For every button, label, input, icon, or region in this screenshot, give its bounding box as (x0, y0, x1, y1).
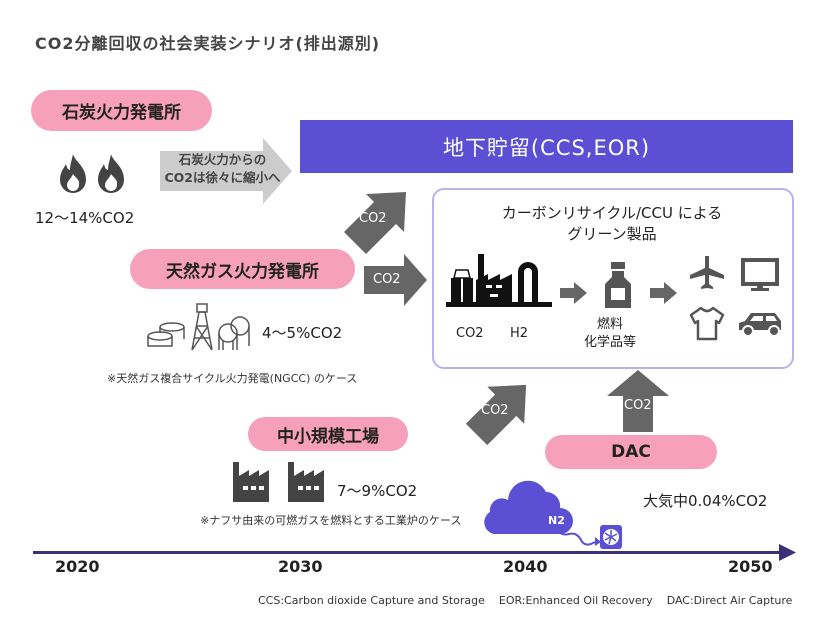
intermediate-line-2: 化学品等 (583, 335, 636, 350)
ccu-intermediate: 燃料 化学品等 (580, 316, 640, 352)
co2-arrow-label: CO2 (481, 403, 509, 418)
transition-note: 石炭火力からの CO2は徐々に縮小へ (160, 151, 285, 187)
arrow-right-icon (650, 282, 677, 304)
car-icon (739, 313, 781, 337)
intermediate-line-1: 燃料 (596, 317, 623, 332)
gas-concentration: 4〜5%CO2 (262, 324, 343, 342)
factory-icon (233, 462, 324, 502)
co2-arrow-to-ccu (364, 254, 427, 306)
page-title: CO2分離回収の社会実装シナリオ(排出源別) (35, 34, 381, 53)
timeline-axis (33, 544, 796, 561)
co2-arrow-label: CO2 (373, 272, 401, 287)
air-flow-arrow (556, 529, 601, 546)
factory-concentration: 7〜9%CO2 (337, 482, 418, 500)
ccu-input-co2: CO2 (456, 326, 484, 341)
transition-line-2: CO2は徐々に縮小へ (164, 170, 281, 185)
chemical-plant-icon (446, 254, 552, 307)
factory-label: 中小規模工場 (248, 417, 408, 451)
cloud-gas-n2: N2 (548, 514, 565, 527)
gas-note: ※天然ガス複合サイクル火力発電(NGCC) のケース (107, 372, 358, 385)
ccu-title-line-1: カーボンリサイクル/CCU による (501, 204, 723, 222)
airplane-icon (690, 256, 724, 289)
ccu-title: カーボンリサイクル/CCU による グリーン製品 (432, 203, 792, 245)
bottle-icon (605, 262, 631, 308)
year-2040: 2040 (503, 557, 548, 576)
flame-icon (60, 154, 124, 193)
coal-concentration: 12〜14%CO2 (35, 209, 135, 227)
glossary-eor: EOR:Enhanced Oil Recovery (498, 594, 653, 607)
gas-plant-label: 天然ガス火力発電所 (130, 249, 355, 289)
dac-label: DAC (545, 435, 717, 469)
gas-plant-icon (147, 303, 250, 351)
co2-arrow-to-storage (344, 192, 406, 254)
year-2030: 2030 (278, 557, 323, 576)
underground-storage-bar: 地下貯留(CCS,EOR) (300, 120, 793, 173)
coal-plant-label: 石炭火力発電所 (31, 90, 212, 131)
air-cloud-icon (484, 480, 573, 534)
cloud-gas-co2: CO2 (607, 514, 633, 527)
transition-line-1: 石炭火力からの (178, 152, 267, 167)
arrow-right-icon (560, 282, 587, 304)
co2-arrow-label: CO2 (624, 398, 652, 413)
monitor-icon (741, 258, 779, 291)
glossary-ccs: CCS:Carbon dioxide Capture and Storage (258, 594, 485, 607)
co2-arrow-dac-to-ccu (607, 370, 669, 432)
co2-arrow-factory-to-ccu (465, 384, 527, 446)
air-concentration: 大気中0.04%CO2 (643, 492, 768, 510)
ccu-title-line-2: グリーン製品 (567, 225, 657, 243)
shirt-icon (689, 306, 725, 341)
year-2050: 2050 (728, 557, 773, 576)
ccu-input-h2: H2 (510, 326, 529, 341)
fan-icon (600, 525, 622, 549)
factory-note: ※ナフサ由来の可燃ガスを燃料とする工業炉のケース (200, 514, 462, 527)
cloud-title: 大気 (574, 488, 599, 502)
cloud-gas-o2: O2 (578, 514, 596, 527)
co2-arrow-label: CO2 (359, 211, 387, 226)
glossary: CCS:Carbon dioxide Capture and Storage E… (258, 594, 792, 607)
glossary-dac: DAC:Direct Air Capture (666, 594, 793, 607)
year-2020: 2020 (55, 557, 100, 576)
transition-arrow (160, 138, 292, 204)
